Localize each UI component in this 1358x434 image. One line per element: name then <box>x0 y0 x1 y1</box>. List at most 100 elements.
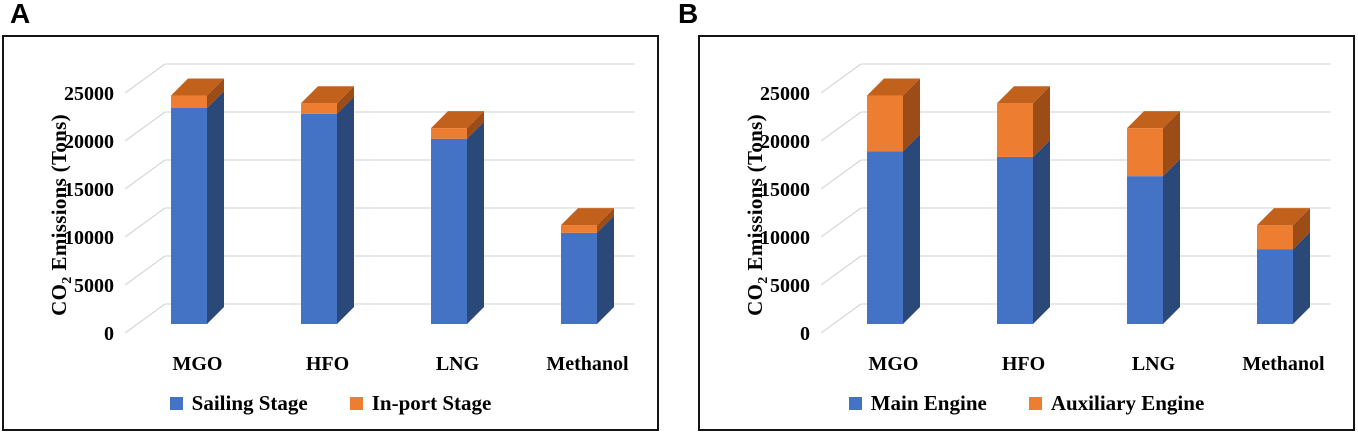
legend-a: Sailing Stage In-port Stage <box>4 393 657 414</box>
gridline-diagonal <box>820 303 862 334</box>
legend-b: Main Engine Auxiliary Engine <box>700 393 1353 414</box>
gridline-diagonal <box>820 111 862 142</box>
y-tick-label: 10000 <box>64 227 114 249</box>
y-axis-title-subscript: 2 <box>60 276 75 283</box>
legend-label: Auxiliary Engine <box>1050 391 1205 415</box>
bar-segment-series1-side <box>1163 159 1180 324</box>
legend-marker <box>169 397 183 410</box>
category-label: Methanol <box>1242 353 1325 375</box>
bar-segment-series1-front <box>431 138 467 324</box>
gridline-diagonal <box>124 255 166 286</box>
bar-segment-series2-front <box>561 225 597 233</box>
legend-item: Sailing Stage <box>169 391 308 415</box>
bar-segment-series2-side <box>207 78 224 108</box>
category-label: HFO <box>306 353 349 375</box>
bar-segment-series2-front <box>1127 128 1163 177</box>
y-tick-label: 0 <box>800 323 810 345</box>
category-label: MGO <box>173 353 223 375</box>
legend-marker <box>848 397 862 410</box>
category-label: Methanol <box>546 353 629 375</box>
category-label: LNG <box>436 353 480 375</box>
bar-segment-series1-side <box>903 134 920 324</box>
bar-segment-series2-top <box>561 208 614 226</box>
bar-segment-series1-front <box>561 232 597 324</box>
gridline-diagonal <box>124 159 166 190</box>
y-tick-label: 20000 <box>760 131 810 153</box>
bar-segment-series1-front <box>997 156 1033 324</box>
y-axis-title: CO2 Emissions (Tons) <box>743 114 771 316</box>
gridline-diagonal <box>124 207 166 238</box>
plot-area-b: CO2 Emissions (Tons) 0 5000 10000 15000 20000… <box>743 63 1331 375</box>
bar-segment-series1-front <box>171 108 207 324</box>
legend-marker <box>1028 397 1042 410</box>
legend-item: Main Engine <box>848 391 987 415</box>
gridline-diagonal <box>124 111 166 142</box>
category-label: LNG <box>1132 353 1176 375</box>
panel-a-letter: A <box>10 0 31 29</box>
legend-label: Main Engine <box>870 391 987 415</box>
y-axis-title-subscript: 2 <box>756 276 771 283</box>
bar-segment-series2-side <box>1163 111 1180 177</box>
bar-segment-series2-top <box>867 78 920 96</box>
gridline-diagonal <box>124 63 166 94</box>
chart-body-b: 0 5000 10000 15000 20000 25000 MGO HFO LNG Methan… <box>760 63 1331 375</box>
bar-segment-series2-side <box>1033 86 1050 157</box>
gridline-diagonal <box>820 63 862 94</box>
legend-marker <box>349 397 363 410</box>
y-axis-title: CO2 Emissions (Tons) <box>47 114 75 316</box>
y-tick-label: 0 <box>104 323 114 345</box>
bar-segment-series2-top <box>171 78 224 96</box>
plot-area-a: CO2 Emissions (Tons) 0 5000 10000 15000 20000… <box>47 63 635 375</box>
y-tick-label: 15000 <box>64 179 114 201</box>
bar-segment-series2-top <box>997 86 1050 104</box>
bar-segment-series2-front <box>997 103 1033 157</box>
bar-segment-series1-front <box>1127 176 1163 324</box>
bar-segment-series1-front <box>301 113 337 324</box>
category-label: MGO <box>869 353 919 375</box>
bar-segment-series2-side <box>903 78 920 152</box>
bar-segment-series1-side <box>597 215 614 324</box>
bar-segment-series2-top <box>431 111 484 129</box>
y-axis-title-main: CO <box>743 284 767 316</box>
bar-segment-series2-side <box>467 111 484 139</box>
y-tick-label: 5000 <box>74 275 114 297</box>
bar-segment-series1-side <box>1033 139 1050 324</box>
bar-segment-series2-front <box>301 103 337 114</box>
gridline-diagonal <box>820 159 862 190</box>
chart-panel-b: CO2 Emissions (Tons) 0 5000 10000 15000 20000… <box>698 35 1355 431</box>
legend-label: Sailing Stage <box>191 391 308 415</box>
bar-segment-series1-front <box>1257 249 1293 324</box>
panel-b-letter: B <box>678 0 699 29</box>
legend-item: In-port Stage <box>349 391 492 415</box>
bar-segment-series2-top <box>301 86 354 104</box>
gridline-diagonal <box>820 255 862 286</box>
y-axis-title-rest: Emissions (Tons) <box>47 114 71 270</box>
bar-segment-series2-side <box>1293 208 1310 250</box>
legend-label: In-port Stage <box>371 391 492 415</box>
bar-segment-series2-front <box>171 95 207 108</box>
gridline-diagonal <box>124 303 166 334</box>
bar-segment-series2-side <box>597 208 614 233</box>
bar-segment-series1-side <box>337 96 354 324</box>
y-tick-label: 15000 <box>760 179 810 201</box>
chart-body-a: 0 5000 10000 15000 20000 25000 MGO HFO LNG Methan… <box>64 63 635 375</box>
bar-segment-series1-side <box>207 91 224 324</box>
bar-segment-series2-front <box>867 95 903 152</box>
y-tick-label: 25000 <box>64 83 114 105</box>
y-tick-label: 25000 <box>760 83 810 105</box>
bar-segment-series1-front <box>867 151 903 324</box>
category-label: HFO <box>1002 353 1045 375</box>
y-tick-label: 5000 <box>770 275 810 297</box>
bar-segment-series1-side <box>467 121 484 324</box>
bar-segment-series2-top <box>1257 208 1310 226</box>
bar-segment-series2-top <box>1127 111 1180 129</box>
bar-segment-series2-front <box>1257 225 1293 250</box>
bar-segment-series2-side <box>337 86 354 114</box>
y-axis-title-rest: Emissions (Tons) <box>743 114 767 270</box>
y-tick-label: 20000 <box>64 131 114 153</box>
chart-panel-a: CO2 Emissions (Tons) 0 5000 10000 15000 20000… <box>2 35 659 431</box>
bar-segment-series1-side <box>1293 232 1310 324</box>
y-tick-label: 10000 <box>760 227 810 249</box>
bar-segment-series2-front <box>431 128 467 139</box>
